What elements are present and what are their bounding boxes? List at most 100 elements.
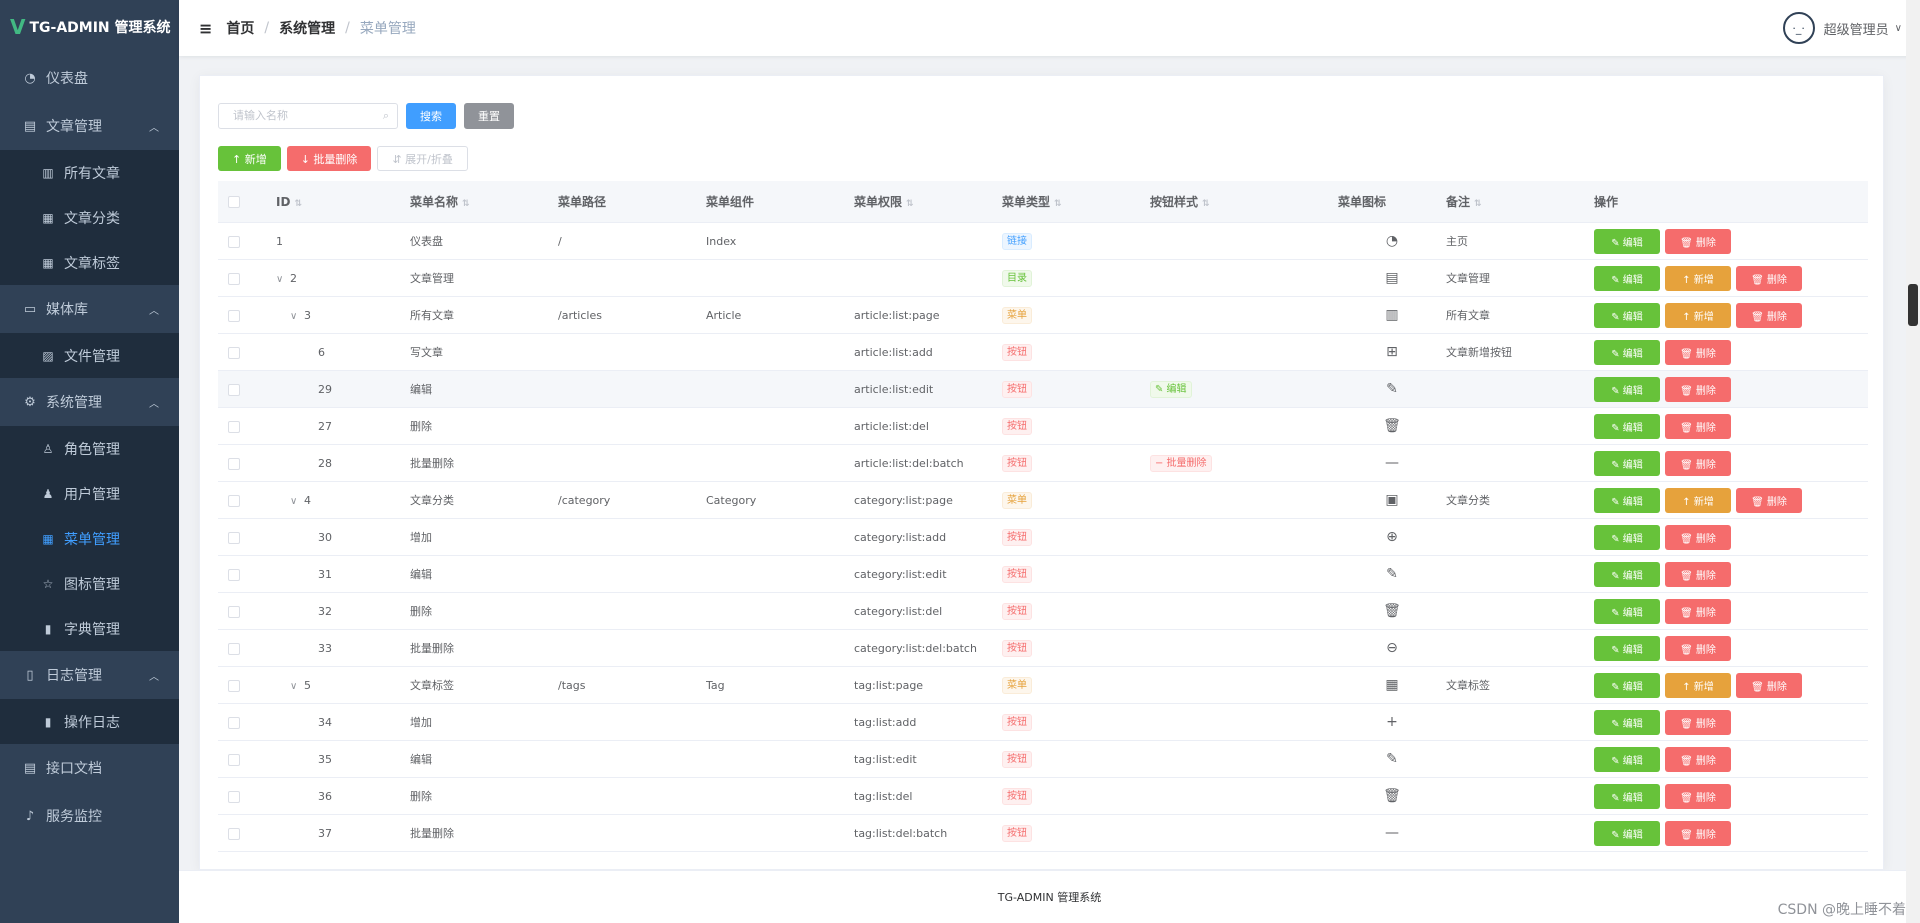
table-row[interactable]: ∨ 4 文章分类/category Category category:list:pag…	[218, 482, 1868, 519]
edit-button[interactable]: ✎ 编辑	[1594, 746, 1660, 772]
edit-button[interactable]: ✎ 编辑	[1594, 487, 1660, 513]
edit-button[interactable]: ✎ 编辑	[1594, 450, 1660, 476]
row-checkbox[interactable]	[218, 568, 258, 581]
chevron-up-icon[interactable]: ︿	[149, 305, 159, 317]
sidebar-item-4[interactable]: ▦ 文章标签	[0, 240, 179, 285]
sidebar-item-13[interactable]: ▯ 日志管理 ︿	[0, 651, 179, 699]
header-type[interactable]: 菜单类型 ⇅	[1002, 193, 1150, 210]
delete-button[interactable]: 🗑 删除	[1665, 339, 1731, 365]
edit-button[interactable]: ✎ 编辑	[1594, 561, 1660, 587]
page-scrollbar[interactable]	[1906, 0, 1920, 923]
row-checkbox[interactable]	[218, 605, 258, 618]
checkbox[interactable]	[228, 568, 240, 581]
row-checkbox[interactable]	[218, 790, 258, 803]
table-row[interactable]: 35 编辑 tag:list:edit 按钮 ✎ ✎ 编辑 🗑 删除	[218, 741, 1868, 778]
edit-button[interactable]: ✎ 编辑	[1594, 265, 1660, 291]
delete-button[interactable]: 🗑 删除	[1665, 598, 1731, 624]
table-row[interactable]: 1 仪表盘 / Index 链接 ◔ 主页 ✎ 编辑 🗑 删除	[218, 223, 1868, 260]
delete-button[interactable]: 🗑 删除	[1665, 709, 1731, 735]
add-button[interactable]: ↑ 新增	[218, 146, 281, 171]
checkbox[interactable]	[228, 827, 240, 840]
delete-button[interactable]: 🗑 删除	[1665, 228, 1731, 254]
sidebar-item-0[interactable]: ◔ 仪表盘	[0, 54, 179, 102]
checkbox[interactable]	[228, 679, 240, 692]
batch-delete-button[interactable]: ↓ 批量删除	[286, 146, 372, 171]
checkbox[interactable]	[228, 716, 240, 729]
sidebar-item-6[interactable]: ▨ 文件管理	[0, 333, 179, 378]
chevron-up-icon[interactable]: ︿	[149, 398, 159, 410]
user-menu[interactable]: ·_· 超级管理员 ∨	[1782, 12, 1902, 44]
sidebar-item-2[interactable]: ▥ 所有文章	[0, 150, 179, 195]
table-row[interactable]: ∨ 5 文章标签/tags Tag tag:list:page 菜单 ▦ 文章标签 ✎ 编辑 ↑ …	[218, 667, 1868, 704]
delete-button[interactable]: 🗑 删除	[1665, 376, 1731, 402]
edit-button[interactable]: ✎ 编辑	[1594, 783, 1660, 809]
checkbox[interactable]	[228, 420, 240, 433]
header-button-style[interactable]: 按钮样式 ⇅	[1150, 193, 1338, 210]
select-all-checkbox[interactable]	[218, 195, 258, 209]
edit-button[interactable]: ✎ 编辑	[1594, 413, 1660, 439]
header-perm[interactable]: 菜单权限 ⇅	[854, 193, 1002, 210]
sort-icon[interactable]: ⇅	[294, 198, 302, 209]
sidebar-item-10[interactable]: ▦ 菜单管理	[0, 516, 179, 561]
app-logo[interactable]: V TG-ADMIN 管理系统	[0, 0, 179, 54]
row-checkbox[interactable]	[218, 716, 258, 729]
edit-button[interactable]: ✎ 编辑	[1594, 635, 1660, 661]
checkbox[interactable]	[228, 235, 240, 248]
row-checkbox[interactable]	[218, 827, 258, 840]
add-child-button[interactable]: ↑ 新增	[1665, 672, 1731, 698]
sidebar-item-11[interactable]: ☆ 图标管理	[0, 561, 179, 606]
sidebar-item-12[interactable]: ▮ 字典管理	[0, 606, 179, 651]
reset-button[interactable]: 重置	[464, 103, 514, 129]
row-checkbox[interactable]	[218, 346, 258, 359]
sort-icon[interactable]: ⇅	[1054, 199, 1062, 209]
table-row[interactable]: 30 增加 category:list:add 按钮 ⊕ ✎ 编辑 🗑 删除	[218, 519, 1868, 556]
breadcrumb-system[interactable]: 系统管理	[279, 21, 336, 37]
checkbox[interactable]	[228, 753, 240, 766]
search-input[interactable]: 请输入名称 ⌕	[218, 103, 398, 129]
chevron-up-icon[interactable]: ︿	[149, 122, 159, 134]
checkbox[interactable]	[228, 642, 240, 655]
edit-button[interactable]: ✎ 编辑	[1594, 672, 1660, 698]
delete-button[interactable]: 🗑 删除	[1736, 487, 1802, 513]
header-name[interactable]: 菜单名称 ⇅	[410, 193, 558, 210]
delete-button[interactable]: 🗑 删除	[1736, 302, 1802, 328]
delete-button[interactable]: 🗑 删除	[1665, 635, 1731, 661]
table-row[interactable]: 32 删除 category:list:del 按钮 🗑 ✎ 编辑 🗑 删除	[218, 593, 1868, 630]
checkbox[interactable]	[228, 605, 240, 618]
row-checkbox[interactable]	[218, 531, 258, 544]
checkbox[interactable]	[228, 346, 240, 359]
edit-button[interactable]: ✎ 编辑	[1594, 524, 1660, 550]
table-row[interactable]: 6 写文章 article:list:add 按钮 ⊞ 文章新增按钮 ✎ 编辑 🗑 删除	[218, 334, 1868, 371]
table-row[interactable]: 31 编辑 category:list:edit 按钮 ✎ ✎ 编辑 🗑 删除	[218, 556, 1868, 593]
scrollbar-thumb[interactable]	[1908, 284, 1918, 326]
table-row[interactable]: ∨ 3 所有文章/articles Article article:list:page 菜…	[218, 297, 1868, 334]
edit-button[interactable]: ✎ 编辑	[1594, 598, 1660, 624]
delete-button[interactable]: 🗑 删除	[1665, 783, 1731, 809]
delete-button[interactable]: 🗑 删除	[1665, 820, 1731, 846]
checkbox[interactable]	[228, 457, 240, 470]
table-row[interactable]: 28 批量删除 article:list:del:batch 按钮 − 批量删除 — ✎ 编…	[218, 445, 1868, 482]
header-note[interactable]: 备注 ⇅	[1446, 193, 1594, 210]
row-checkbox[interactable]	[218, 235, 258, 248]
checkbox[interactable]	[228, 494, 240, 507]
sort-icon[interactable]: ⇅	[1474, 199, 1482, 209]
add-child-button[interactable]: ↑ 新增	[1665, 487, 1731, 513]
delete-button[interactable]: 🗑 删除	[1665, 413, 1731, 439]
table-row[interactable]: 36 删除 tag:list:del 按钮 🗑 ✎ 编辑 🗑 删除	[218, 778, 1868, 815]
add-child-button[interactable]: ↑ 新增	[1665, 302, 1731, 328]
row-checkbox[interactable]	[218, 494, 258, 507]
sidebar-item-9[interactable]: ♟ 用户管理	[0, 471, 179, 516]
checkbox[interactable]	[228, 531, 240, 544]
row-checkbox[interactable]	[218, 420, 258, 433]
sidebar-item-3[interactable]: ▦ 文章分类	[0, 195, 179, 240]
sort-icon[interactable]: ⇅	[1202, 199, 1210, 209]
expand-arrow-icon[interactable]: ∨	[276, 273, 284, 285]
table-row[interactable]: 37 批量删除 tag:list:del:batch 按钮 — ✎ 编辑 🗑 删除	[218, 815, 1868, 852]
row-checkbox[interactable]	[218, 309, 258, 322]
table-row[interactable]: 33 批量删除 category:list:del:batch 按钮 ⊖ ✎ 编辑 🗑 删除	[218, 630, 1868, 667]
edit-button[interactable]: ✎ 编辑	[1594, 820, 1660, 846]
delete-button[interactable]: 🗑 删除	[1665, 746, 1731, 772]
table-row[interactable]: ∨ 2 文章管理 目录 ▤ 文章管理 ✎ 编辑 ↑ 新增 🗑 删除	[218, 260, 1868, 297]
expand-arrow-icon[interactable]: ∨	[290, 495, 298, 507]
row-checkbox[interactable]	[218, 753, 258, 766]
